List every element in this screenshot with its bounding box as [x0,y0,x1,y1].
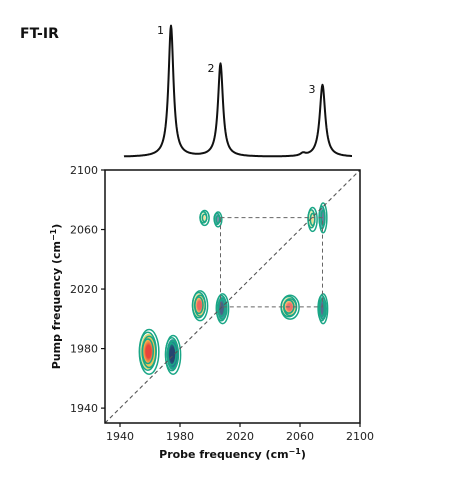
ftir-panel: FT-IR 1 2 3 [20,24,353,158]
crosspeak-guide-box [220,217,323,308]
peak-negative-6 [213,211,223,228]
peak-negative-2 [164,334,182,375]
y-tick-label-1980: 1980 [70,343,98,356]
y-tick-label-1940: 1940 [70,402,98,415]
plot-frame [104,169,361,424]
x-axis-title-text: Probe frequency (cm [159,448,288,461]
peak-positive-1 [138,328,160,375]
x-tick-label-2020: 2020 [226,430,254,443]
y-axis-title-text: Pump frequency (cm [50,241,63,369]
peak-negative-4 [215,293,230,325]
y-axis-title-end: ) [50,224,63,229]
y-tick-label-2020: 2020 [70,283,98,296]
contour-line-2-4 [167,342,177,366]
contour-line-4-4 [217,299,226,318]
y-axis-ticks: 1940 1980 2020 2060 2100 [70,164,105,415]
peak-label-1: 1 [157,24,164,37]
x-tick-label-1980: 1980 [166,430,194,443]
y-tick-label-2100: 2100 [70,164,98,177]
diagonal-line [104,169,361,424]
x-axis-title: Probe frequency (cm−1) [159,447,306,461]
peak-negative-8 [317,293,329,325]
peak-positive-9 [307,206,318,233]
ftir-title: FT-IR [20,26,59,42]
contour-line-5-3 [201,213,208,223]
contour-layer [138,202,329,375]
x-tick-label-2060: 2060 [286,430,314,443]
y-axis-title: Pump frequency (cm−1) [49,224,63,370]
contour-line-6-3 [215,214,221,224]
ftir-spectrum-line [123,24,353,158]
x-axis-ticks: 1940 1980 2020 2060 2100 [106,423,374,443]
peak-label-3: 3 [309,83,316,96]
peak-positive-5 [199,209,210,227]
peak-label-2: 2 [208,62,215,75]
x-tick-label-2100: 2100 [346,430,374,443]
contour-line-3-4 [194,296,204,315]
x-axis-title-end: ) [301,448,306,461]
x-axis-title-sup: −1 [289,447,302,456]
y-tick-label-2060: 2060 [70,224,98,237]
x-tick-label-1940: 1940 [106,430,134,443]
peak-labels: 1 2 3 [157,24,316,96]
contour-line-1-4 [141,338,155,365]
y-axis-title-sup: −1 [49,228,58,241]
twodir-panel: 1940 1980 2020 2060 2100 1940 1980 2020 2060 210… [49,164,374,461]
contour-line-8-4 [318,299,326,318]
peak-positive-3 [191,290,209,322]
